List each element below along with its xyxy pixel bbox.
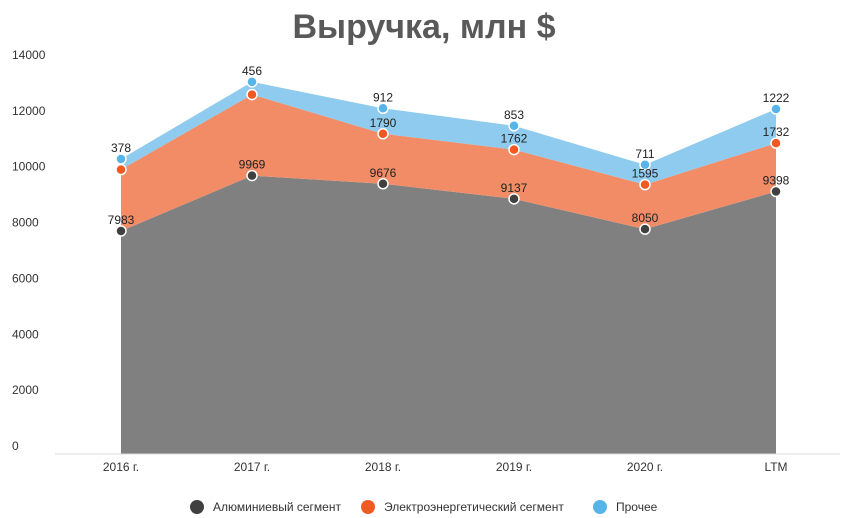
- chart-title: Выручка, млн $: [292, 8, 555, 46]
- data-point-series-2: [115, 163, 127, 176]
- data-point-series-2: [246, 88, 258, 101]
- legend-label: Прочее: [616, 500, 658, 514]
- data-label: 7983: [108, 213, 135, 227]
- y-tick-label: 8000: [12, 216, 39, 230]
- data-point-series-1: [377, 178, 389, 190]
- data-label: 1762: [501, 132, 528, 146]
- data-labels: 7983 9969 9676 9137 8050 9398 1790 1762 1595 1732…: [108, 64, 790, 227]
- legend-marker: [190, 500, 204, 514]
- y-tick-label: 0: [12, 439, 19, 453]
- data-label: 853: [504, 108, 524, 122]
- data-label: 9969: [239, 158, 266, 172]
- x-tick-label: 2019 г.: [496, 460, 532, 474]
- legend-label: Электроэнергетический сегмент: [384, 500, 564, 514]
- data-point-series-1: [770, 185, 782, 198]
- data-label: 456: [242, 64, 262, 78]
- x-tick-label: 2016 г.: [103, 460, 139, 474]
- y-tick-label: 2000: [12, 383, 39, 397]
- data-point-series-2: [770, 137, 782, 149]
- y-axis: 0 2000 4000 6000 8000 10000 12000 14000: [12, 48, 46, 453]
- legend-label: Алюминиевый сегмент: [213, 500, 341, 514]
- data-label: 912: [373, 90, 393, 104]
- data-point-series-2: [639, 178, 651, 191]
- legend-marker: [361, 500, 375, 514]
- data-label: 1732: [763, 125, 790, 139]
- data-label: 1595: [632, 167, 659, 181]
- area-series-1: [121, 175, 776, 454]
- data-label: 9137: [501, 181, 528, 195]
- x-tick-label: 2020 г.: [627, 460, 663, 474]
- x-tick-label: LTM: [764, 460, 787, 474]
- data-point-series-3: [377, 102, 389, 115]
- y-tick-label: 12000: [12, 104, 46, 118]
- data-point-series-3: [770, 103, 782, 115]
- data-point-series-3: [639, 159, 651, 171]
- data-label: 711: [635, 147, 654, 161]
- data-point-series-3: [246, 76, 258, 88]
- x-axis: 2016 г. 2017 г. 2018 г. 2019 г. 2020 г. LTM: [103, 460, 788, 474]
- data-label: 9398: [763, 174, 790, 188]
- data-point-series-1: [246, 169, 258, 182]
- data-label: 9676: [370, 166, 397, 180]
- area-series-2: [121, 94, 776, 232]
- stacked-areas: [121, 81, 776, 454]
- data-point-series-1: [508, 193, 520, 205]
- legend: Алюминиевый сегмент Электроэнергетический…: [190, 500, 658, 514]
- area-series-3: [121, 81, 776, 185]
- data-point-series-2: [508, 143, 520, 156]
- data-point-series-3: [115, 153, 127, 165]
- x-tick-label: 2018 г.: [365, 460, 401, 474]
- data-point-series-1: [639, 223, 651, 235]
- data-label: 1790: [370, 116, 397, 130]
- y-tick-label: 6000: [12, 271, 39, 285]
- data-label: 1222: [763, 91, 790, 105]
- y-tick-label: 4000: [12, 327, 39, 341]
- x-tick-label: 2017 г.: [234, 460, 270, 474]
- data-point-series-2: [377, 128, 389, 140]
- data-point-series-1: [115, 225, 127, 237]
- data-markers: [115, 76, 782, 237]
- data-label: 378: [111, 141, 131, 155]
- data-label: 8050: [632, 211, 659, 225]
- legend-marker: [593, 500, 607, 514]
- y-tick-label: 10000: [12, 160, 46, 174]
- y-tick-label: 14000: [12, 48, 46, 62]
- data-point-series-3: [508, 120, 520, 132]
